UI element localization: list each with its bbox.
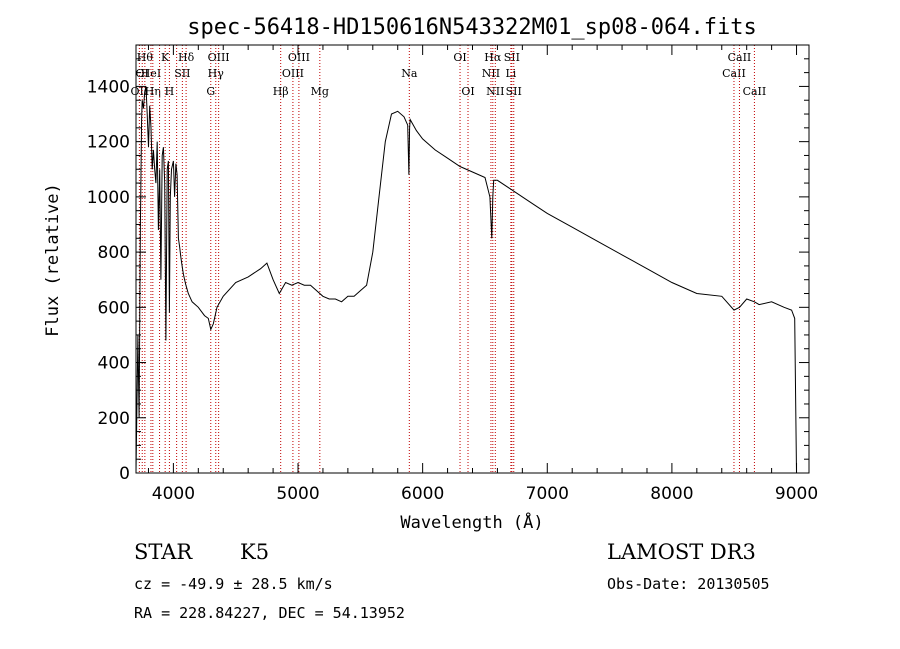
x-tick-label-0: 4000 bbox=[152, 484, 195, 504]
line-marker-label-26: SII bbox=[506, 85, 522, 98]
line-marker-label-13: OIII bbox=[208, 51, 230, 64]
x-axis-label: Wavelength (Å) bbox=[400, 511, 543, 533]
chart-title: spec-56418-HD150616N543322M01_sp08-064.f… bbox=[187, 15, 757, 40]
coordinates: RA = 228.84227, DEC = 54.13952 bbox=[134, 604, 405, 622]
line-marker-label-7: H bbox=[165, 85, 175, 98]
line-marker-label-6: K bbox=[161, 51, 170, 64]
line-marker-label-2: Hθ bbox=[137, 51, 154, 64]
line-marker-label-1: OI bbox=[136, 67, 149, 80]
x-tick-label-4: 8000 bbox=[650, 484, 693, 504]
line-marker-label-28: CaII bbox=[728, 51, 752, 64]
line-marker-label-21: NII bbox=[482, 67, 500, 80]
x-tick-label-2: 6000 bbox=[401, 484, 444, 504]
line-marker-label-11: G bbox=[206, 85, 215, 98]
line-marker-label-0: OII bbox=[131, 85, 149, 98]
y-tick-label-2: 400 bbox=[98, 354, 130, 374]
line-marker-label-18: Na bbox=[401, 67, 418, 80]
line-marker-label-25: SII bbox=[504, 51, 520, 64]
spectrum-series-line bbox=[135, 86, 797, 474]
redshift-velocity: cz = -49.9 ± 28.5 km/s bbox=[134, 575, 333, 593]
line-marker-label-29: CaII bbox=[743, 85, 767, 98]
line-marker-label-20: OI bbox=[461, 85, 474, 98]
x-tick-label-3: 7000 bbox=[526, 484, 569, 504]
line-marker-label-12: Hγ bbox=[208, 67, 225, 80]
line-marker-label-17: Mg bbox=[311, 85, 329, 98]
line-markers: OII OI Hθ HeI Hη K H SII Hδ G Hγ OIII Hβ OIII OIII Mg Na… bbox=[131, 45, 767, 473]
x-tick-label-1: 5000 bbox=[276, 484, 319, 504]
x-tick-label-5: 9000 bbox=[775, 484, 818, 504]
line-marker-label-9: SII bbox=[174, 67, 190, 80]
line-marker-label-24: Li bbox=[505, 67, 516, 80]
y-tick-label-3: 600 bbox=[98, 298, 130, 318]
object-subclass: K5 bbox=[240, 540, 270, 564]
object-class: STAR bbox=[134, 540, 193, 564]
survey-name: LAMOST DR3 bbox=[607, 540, 756, 564]
y-tick-label-7: 1400 bbox=[87, 77, 130, 97]
line-marker-label-19: OI bbox=[453, 51, 466, 64]
line-marker-label-22: Hα bbox=[484, 51, 502, 64]
y-tick-label-5: 1000 bbox=[87, 188, 130, 208]
y-tick-label-6: 1200 bbox=[87, 133, 130, 153]
y-tick-label-0: 0 bbox=[119, 464, 130, 484]
line-marker-label-10: Hδ bbox=[178, 51, 195, 64]
line-marker-label-4: Hη bbox=[145, 85, 161, 98]
line-marker-label-15: OIII bbox=[282, 67, 304, 80]
line-marker-label-16: OIII bbox=[288, 51, 310, 64]
plot-frame bbox=[135, 44, 810, 474]
line-marker-label-23: NII bbox=[486, 85, 504, 98]
y-tick-label-4: 800 bbox=[98, 243, 130, 263]
line-marker-label-3: HeI bbox=[141, 67, 161, 80]
axis-ticks: 4000 5000 6000 7000 8000 9000 0 200 400 600 800 100… bbox=[87, 45, 818, 504]
observation-date: Obs-Date: 20130505 bbox=[607, 575, 770, 593]
y-tick-label-1: 200 bbox=[98, 409, 130, 429]
y-axis-label: Flux (relative) bbox=[43, 183, 63, 337]
line-marker-label-14: Hβ bbox=[273, 85, 289, 98]
line-marker-label-27: CaII bbox=[722, 67, 746, 80]
